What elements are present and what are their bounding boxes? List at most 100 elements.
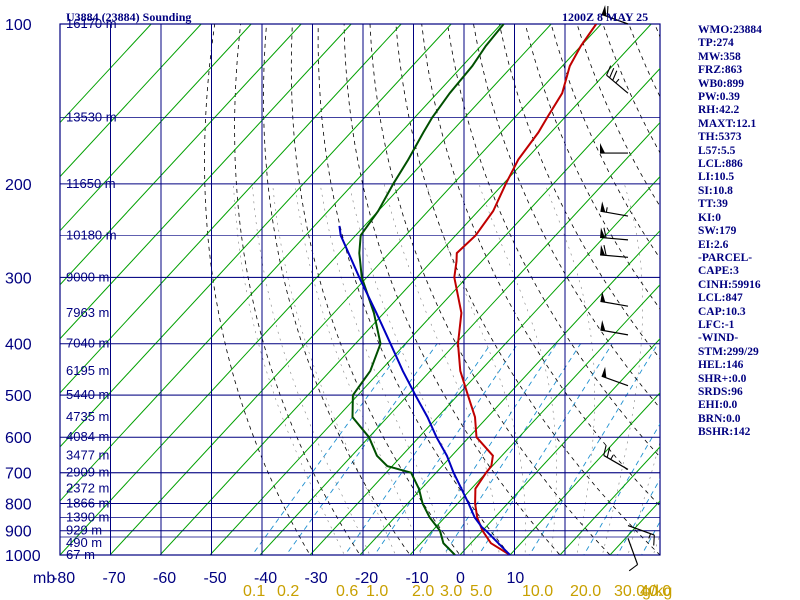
pressure-tick-label: 700: [5, 466, 32, 483]
dry-adiabat-line: [524, 24, 660, 310]
temperature-tick-label: 10: [507, 570, 525, 587]
index-23: -WIND-: [698, 332, 739, 345]
temperature-tick-label: -20: [355, 570, 378, 587]
temperature-profile-line: [453, 24, 598, 555]
mixing-ratio-tick-label: 0.2: [277, 583, 299, 600]
wind-barb: [606, 65, 629, 94]
index-6: RH:42.2: [698, 104, 740, 117]
temperature-tick-label: -40: [254, 570, 277, 587]
index-15: SW:179: [698, 225, 737, 238]
index-25: HEL:146: [698, 359, 744, 372]
mixing-ratio-line: [373, 343, 519, 555]
mixing-ratio-line: [528, 343, 659, 555]
index-24: STM:299/29: [698, 345, 759, 358]
index-28: EHI:0.0: [698, 399, 738, 412]
dry-adiabat-line: [263, 24, 411, 555]
wind-barb: [601, 5, 629, 25]
pressure-tick-label: 500: [5, 388, 32, 405]
moist-adiabat-line: [272, 183, 396, 555]
mixing-ratio-line: [251, 343, 407, 555]
mixing-ratio-tick-label: 5.0: [470, 583, 492, 600]
moist-adiabat-line: [627, 440, 660, 555]
mixing-ratio-tick-label: 30.0: [614, 583, 645, 600]
index-21: CAP:10.3: [698, 305, 746, 318]
index-16: EI:2.6: [698, 238, 729, 251]
moist-adiabat-line: [478, 183, 557, 555]
index-1: TP:274: [698, 37, 734, 50]
moist-adiabat-line: [252, 183, 371, 555]
wind-barb: [600, 244, 629, 258]
height-label: 13530 m: [66, 110, 117, 125]
mixing-ratio-unit: g/kg: [642, 583, 672, 600]
dry-adiabat-line: [317, 24, 511, 555]
temperature-tick-label: 0: [456, 570, 465, 587]
pressure-tick-label: 100: [5, 17, 32, 34]
height-label: 9000 m: [66, 269, 109, 284]
temperature-tick-label: -70: [103, 570, 126, 587]
isotherm-line: [60, 24, 302, 286]
index-3: FRZ:863: [698, 64, 743, 77]
index-10: LCL:886: [698, 158, 743, 171]
index-7: MAXT:12.1: [698, 117, 757, 130]
index-20: LCL:847: [698, 292, 743, 305]
pressure-tick-label: 600: [5, 430, 32, 447]
mixing-ratio-line: [478, 343, 613, 555]
isotherm-line: [459, 338, 660, 555]
wind-barb: [627, 538, 639, 572]
temperature-tick-label: -30: [305, 570, 328, 587]
sounding-profiles: [338, 24, 598, 555]
stability-indices-panel: WMO:23884 TP:274 MW:358 FRZ:863 WB0:899 PW:0.…: [698, 24, 798, 440]
dry-adiabat-line: [343, 24, 561, 555]
isotherm-line: [60, 24, 202, 178]
isotherm-line: [209, 67, 660, 555]
index-14: KI:0: [698, 211, 721, 224]
pressure-tick-label: 300: [5, 270, 32, 287]
isotherms: [60, 24, 660, 555]
index-19: CINH:59916: [698, 278, 761, 291]
temperature-tick-label: -60: [153, 570, 176, 587]
dry-adiabat-line: [473, 24, 660, 409]
index-11: LI:10.5: [698, 171, 735, 184]
pressure-tick-label: 200: [5, 177, 32, 194]
mixing-ratio-tick-label: 0.6: [336, 583, 358, 600]
height-label: 2372 m: [66, 481, 109, 496]
dry-adiabat-line: [204, 24, 311, 555]
wind-barb: [600, 143, 628, 154]
height-label: 67 m: [66, 547, 95, 562]
index-2: MW:358: [698, 50, 741, 63]
wind-barb: [600, 201, 629, 217]
height-label: 1390 m: [66, 510, 109, 525]
index-4: WB0:899: [698, 77, 744, 90]
wind-barb: [601, 366, 629, 387]
height-label: 5440 m: [66, 387, 109, 402]
isotherm-line: [60, 24, 152, 124]
isotherm-line: [359, 229, 660, 555]
mixing-ratio-tick-label: 20.0: [570, 583, 601, 600]
height-label: 929 m: [66, 523, 102, 538]
mixing-ratio-lines: [251, 343, 660, 555]
isotherm-line: [259, 121, 660, 555]
isotherm-line: [509, 392, 660, 555]
index-29: BRN:0.0: [698, 412, 741, 425]
index-5: PW:0.39: [698, 91, 740, 104]
index-8: TH:5373: [698, 131, 742, 144]
pressure-unit-label: mb: [33, 570, 55, 587]
moist-adiabat-line: [383, 183, 500, 555]
isotherm-line: [559, 446, 660, 555]
wind-barbs: [600, 5, 655, 572]
isotherm-line: [60, 24, 402, 394]
height-label: 11650 m: [66, 176, 116, 191]
isotherm-line: [159, 24, 652, 555]
height-label: 10180 m: [66, 227, 117, 242]
mixing-ratio-line: [443, 343, 581, 555]
index-27: SRDS:96: [698, 385, 743, 398]
pressure-tick-label: 400: [5, 337, 32, 354]
index-0: WMO:23884: [698, 24, 762, 36]
index-22: LFC:-1: [698, 318, 735, 331]
index-12: SI:10.8: [698, 184, 733, 197]
mixing-ratio-tick-label: 0.1: [243, 583, 265, 600]
temperature-tick-label: -10: [406, 570, 429, 587]
sounding-time: 1200Z 8 MAY 25: [562, 10, 648, 24]
mixing-ratio-tick-label: 10.0: [522, 583, 553, 600]
index-30: BSHR:142: [698, 426, 751, 439]
